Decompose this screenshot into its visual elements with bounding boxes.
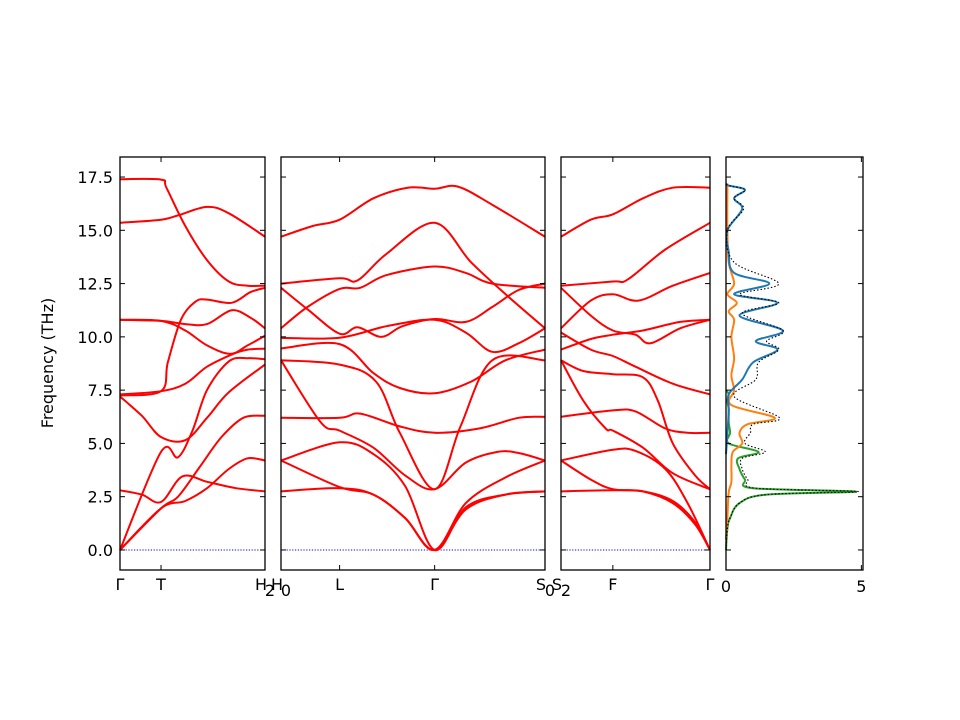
- phonon-band: [280, 318, 546, 354]
- phonon-band: [280, 359, 546, 491]
- phonon-band: [280, 354, 546, 491]
- phonon-band: [119, 205, 266, 238]
- phonon-band: [280, 265, 546, 330]
- dos-projected-curve: [725, 183, 776, 540]
- band-panel-2: H0 L Γ S0: [271, 156, 555, 600]
- y-tick-label: 5.0: [88, 434, 113, 453]
- phonon-band: [280, 341, 546, 395]
- dos-x-tick-label: 5: [856, 577, 866, 596]
- phonon-band: [560, 318, 711, 351]
- phonon-band: [560, 185, 711, 238]
- y-axis-label: Frequency (THz): [38, 298, 57, 428]
- x-tick-label: Γ: [706, 575, 715, 594]
- phonon-band: [280, 221, 546, 330]
- y-tick-label: 15.0: [77, 221, 113, 240]
- y-tick-label: 7.5: [88, 381, 113, 400]
- phonon-band: [560, 331, 711, 396]
- phonon-band: [560, 489, 711, 551]
- phonon-band: [119, 474, 266, 504]
- phonon-band: [280, 487, 546, 551]
- panel-frame: [560, 156, 711, 571]
- dos-total-curve: [725, 182, 860, 551]
- x-tick-label: H: [271, 575, 283, 594]
- x-tick-label-subscript: 2: [265, 581, 275, 600]
- x-tick-label-subscript: 0: [545, 581, 555, 600]
- band-panel-1: 0.0 2.5 5.0 7.5 10.0 12.5 15.0 17.5 Γ T H2: [77, 156, 275, 600]
- y-tick-label: 17.5: [77, 168, 113, 187]
- panel-frame: [119, 156, 266, 571]
- phonon-band: [119, 318, 266, 355]
- phonon-band: [560, 408, 711, 435]
- x-tick-label: L: [335, 575, 344, 594]
- x-tick-label: Γ: [116, 575, 125, 594]
- phonon-band: [119, 456, 266, 551]
- phonon-band: [560, 447, 711, 551]
- y-tick-label: 0.0: [88, 541, 113, 560]
- phonon-band: [119, 363, 266, 443]
- phonon-band: [560, 359, 711, 491]
- phonon-band: [280, 282, 546, 338]
- phonon-band: [119, 347, 266, 396]
- dos-projected-curve: [725, 389, 858, 551]
- phonon-band: [560, 287, 711, 345]
- phonon-band: [119, 177, 266, 288]
- dos-x-tick-label: 0: [721, 577, 731, 596]
- panel-frame: [280, 156, 546, 571]
- phonon-band: [119, 356, 266, 551]
- x-tick-label: Γ: [430, 575, 439, 594]
- x-tick-label: F: [608, 575, 617, 594]
- phonon-band: [119, 286, 266, 397]
- dos-frame: [725, 156, 864, 571]
- x-tick-label-subscript: 2: [561, 581, 571, 600]
- x-tick-label-subscript: 0: [281, 581, 291, 600]
- x-tick-label: S: [552, 575, 562, 594]
- phonon-band: [280, 184, 546, 238]
- band-panel-3: S2 F Γ: [552, 156, 715, 600]
- phonon-band: [560, 221, 711, 287]
- phonon-band: [560, 271, 711, 330]
- phonon-band: [560, 359, 711, 490]
- x-tick-label: H: [255, 575, 267, 594]
- phonon-band: [280, 412, 546, 434]
- y-tick-label: 2.5: [88, 488, 113, 507]
- x-tick-label: T: [155, 575, 166, 594]
- y-tick-label: 10.0: [77, 328, 113, 347]
- y-tick-label: 12.5: [77, 275, 113, 294]
- x-tick-label: S: [536, 575, 546, 594]
